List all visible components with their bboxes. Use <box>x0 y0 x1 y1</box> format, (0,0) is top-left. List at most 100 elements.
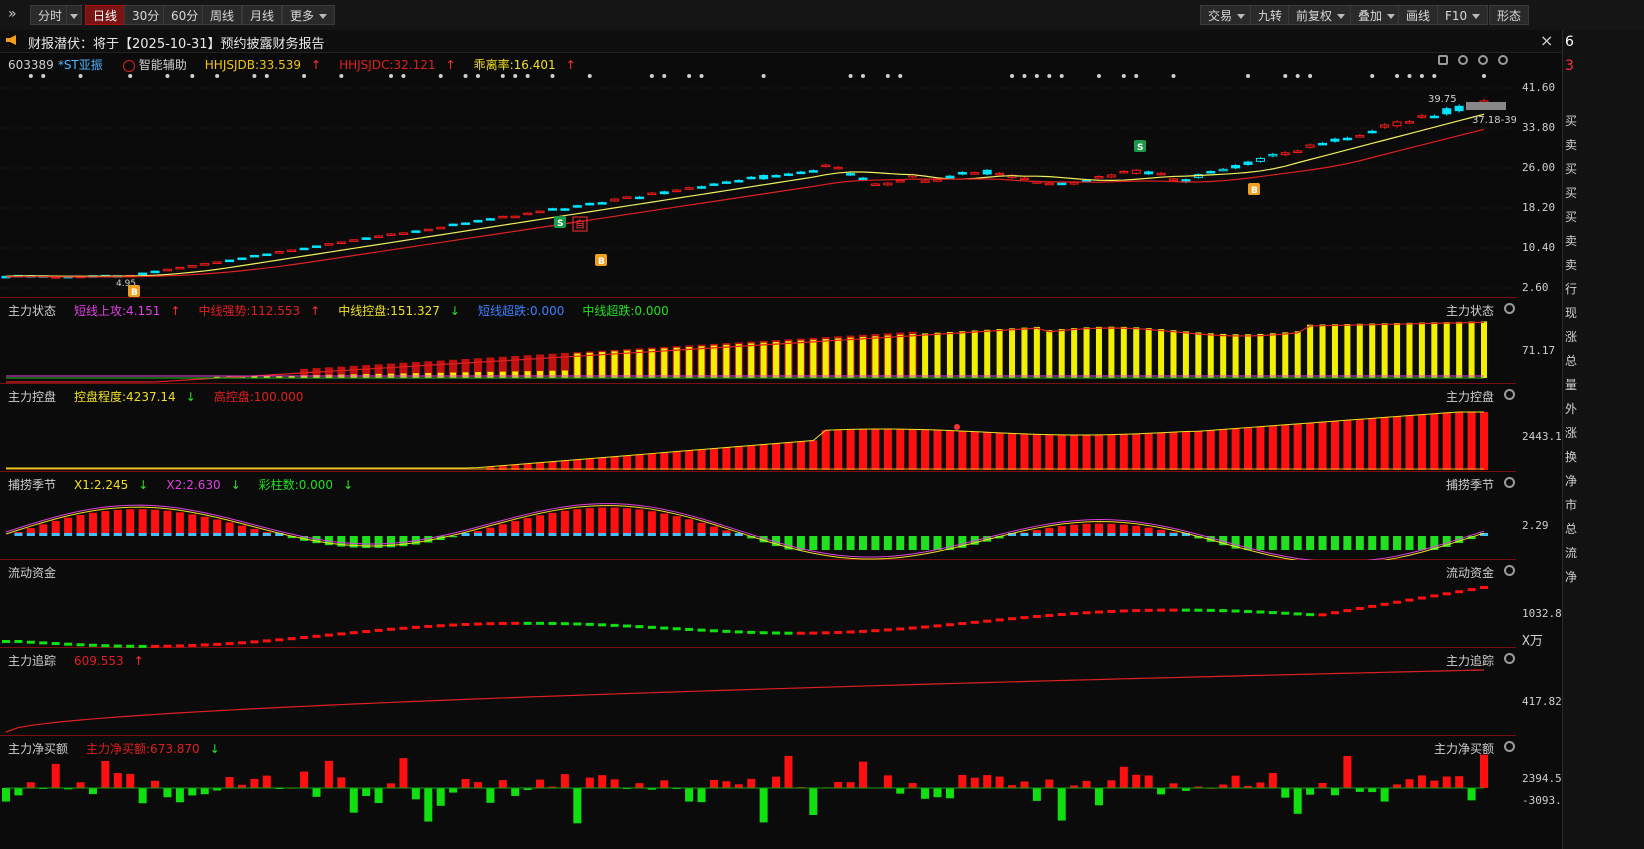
tab-daily[interactable]: 日线 <box>85 5 126 25</box>
auto-marker-text: 自 <box>575 218 585 231</box>
tab-60min[interactable]: 60分 <box>163 5 207 25</box>
stock-name[interactable]: *ST亚振 <box>57 58 103 72</box>
net-sell-bar <box>349 788 358 813</box>
assist-icon[interactable] <box>122 59 135 72</box>
nine-turn-button[interactable]: 九转 <box>1250 5 1291 25</box>
zoom-in-icon[interactable] <box>1458 55 1468 65</box>
candle-body <box>572 205 582 208</box>
season-bar-base <box>237 533 246 536</box>
yellow-bar <box>710 345 717 378</box>
overlay-button[interactable]: 叠加 <box>1350 5 1404 25</box>
timeshare-dropdown[interactable] <box>66 5 82 25</box>
control-bar <box>672 451 681 470</box>
panel-flow-header: 流动资金 <box>8 564 64 581</box>
adjust-button[interactable]: 前复权 <box>1288 5 1354 25</box>
double-chevron-right-icon[interactable]: » <box>8 6 17 22</box>
yellow-bar <box>1133 327 1140 378</box>
net-buy-bar <box>983 775 992 788</box>
control-bar <box>1045 434 1054 470</box>
net-buy-bar <box>1417 775 1426 788</box>
gear-icon[interactable] <box>1504 389 1515 400</box>
season-bar-base <box>635 533 644 536</box>
pattern-button[interactable]: 形态 <box>1489 5 1530 25</box>
season-bar-down <box>1219 536 1228 546</box>
price-axis-label: 10.40 <box>1522 241 1556 254</box>
yellow-bar <box>1406 322 1413 378</box>
net-sell-bar <box>362 788 371 796</box>
f10-button[interactable]: F10 <box>1437 5 1489 25</box>
close-icon[interactable]: × <box>1540 31 1554 50</box>
control-bar <box>1293 423 1302 470</box>
tab-monthly[interactable]: 月线 <box>242 5 283 25</box>
gear-icon[interactable] <box>1504 741 1515 752</box>
control-bar <box>511 464 520 470</box>
more-button[interactable]: 更多 <box>282 5 336 25</box>
control-bar <box>883 429 892 470</box>
candle-body <box>920 180 930 183</box>
candle-body <box>995 172 1005 176</box>
tab-30min[interactable]: 30分 <box>124 5 168 25</box>
signal-dot <box>1246 74 1251 78</box>
candle-body <box>299 247 309 251</box>
candle-body <box>560 208 570 211</box>
arrow-down-icon: ↓ <box>185 390 196 404</box>
yellow-bar <box>1481 321 1487 378</box>
tab-weekly[interactable]: 周线 <box>202 5 243 25</box>
yellow-bar <box>835 338 842 378</box>
gear-icon[interactable] <box>1504 653 1515 664</box>
candle-body <box>361 237 371 240</box>
indicator-value: X2:2.630 <box>166 478 221 492</box>
candle-body <box>833 166 843 170</box>
refresh-icon[interactable] <box>1438 55 1448 65</box>
season-bar-base <box>585 533 594 536</box>
season-bar-up <box>113 509 122 536</box>
signal-dot <box>1308 74 1313 78</box>
gear-icon[interactable] <box>1504 303 1515 314</box>
peak-marker-icon <box>954 424 960 430</box>
season-bar-up <box>1057 526 1066 536</box>
season-bar-base <box>536 533 545 536</box>
tab-timeshare[interactable]: 分时 <box>30 5 71 25</box>
control-bar <box>958 431 967 470</box>
tab-timeshare-label: 分时 <box>38 9 63 23</box>
net-buy-bar <box>858 761 867 788</box>
assist-label[interactable]: 智能辅助 <box>138 58 187 72</box>
trade-button[interactable]: 交易 <box>1200 5 1254 25</box>
control-bar <box>685 450 694 470</box>
yellow-bar <box>251 376 258 378</box>
yellow-bar <box>872 336 879 378</box>
signal-dot <box>1134 74 1139 78</box>
gear-icon[interactable] <box>1504 565 1515 576</box>
indicator-value: 彩柱数:0.000 <box>258 478 334 492</box>
season-bar-base <box>1057 533 1066 536</box>
net-sell-bar <box>1032 788 1041 801</box>
yellow-bar <box>1269 333 1276 378</box>
season-bar-down <box>1380 536 1389 550</box>
season-bar-base <box>623 533 632 536</box>
signal-dot <box>252 74 257 78</box>
flow-bar <box>1293 612 1302 616</box>
gear-icon[interactable] <box>1504 477 1515 488</box>
candle-body <box>1168 178 1178 181</box>
kline-chart[interactable]: 39.75 37.18-39.03 4.95 S S B B B 自 <box>0 52 1516 298</box>
yellow-bar <box>1182 331 1189 378</box>
candle-body <box>150 270 160 274</box>
side-panel-label: 净 <box>1565 474 1578 488</box>
flow-bar <box>1206 608 1215 612</box>
control-bar <box>908 429 917 470</box>
candle-body <box>225 259 235 263</box>
settings-icon[interactable] <box>1498 55 1508 65</box>
candle-body <box>287 249 297 253</box>
draw-button[interactable]: 画线 <box>1398 5 1439 25</box>
candle-body <box>1156 172 1166 176</box>
net-buy-bar <box>660 780 669 788</box>
yellow-bar <box>859 336 866 378</box>
candle-body <box>274 251 284 254</box>
signal-dot <box>264 74 269 78</box>
zoom-out-icon[interactable] <box>1478 55 1488 65</box>
flow-bar <box>1244 609 1253 613</box>
yellow-bar <box>611 351 618 378</box>
flow-bar <box>300 636 309 640</box>
candle-body <box>870 183 880 186</box>
